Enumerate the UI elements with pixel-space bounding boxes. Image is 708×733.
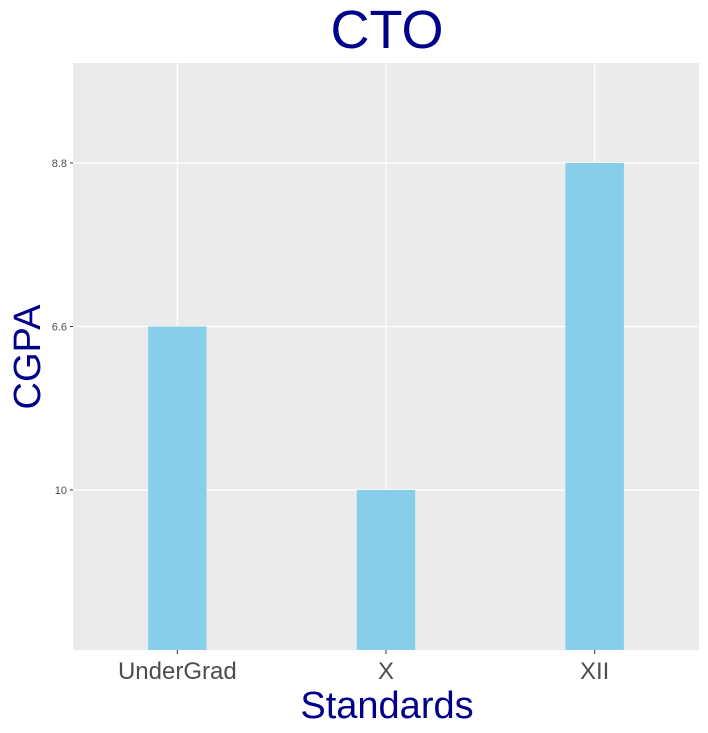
bar-xii — [565, 163, 624, 650]
y-tick-label: 6.6 — [52, 322, 67, 334]
y-tick-label: 8.8 — [52, 158, 67, 170]
y-axis-ticks: 10 6.6 8.8 — [52, 158, 73, 497]
y-tick-label: 10 — [55, 485, 67, 497]
bars-group — [148, 163, 624, 650]
x-axis-ticks: UnderGrad X XII — [118, 650, 609, 685]
chart-title: CTO — [330, 0, 443, 60]
x-tick-label: XII — [580, 658, 609, 685]
x-tick-label: X — [378, 658, 394, 685]
bar-x — [356, 490, 416, 650]
x-tick-label: UnderGrad — [118, 658, 237, 685]
bar-undergrad — [148, 326, 207, 650]
x-axis-title: Standards — [300, 685, 473, 727]
y-axis-title: CGPA — [7, 304, 49, 410]
